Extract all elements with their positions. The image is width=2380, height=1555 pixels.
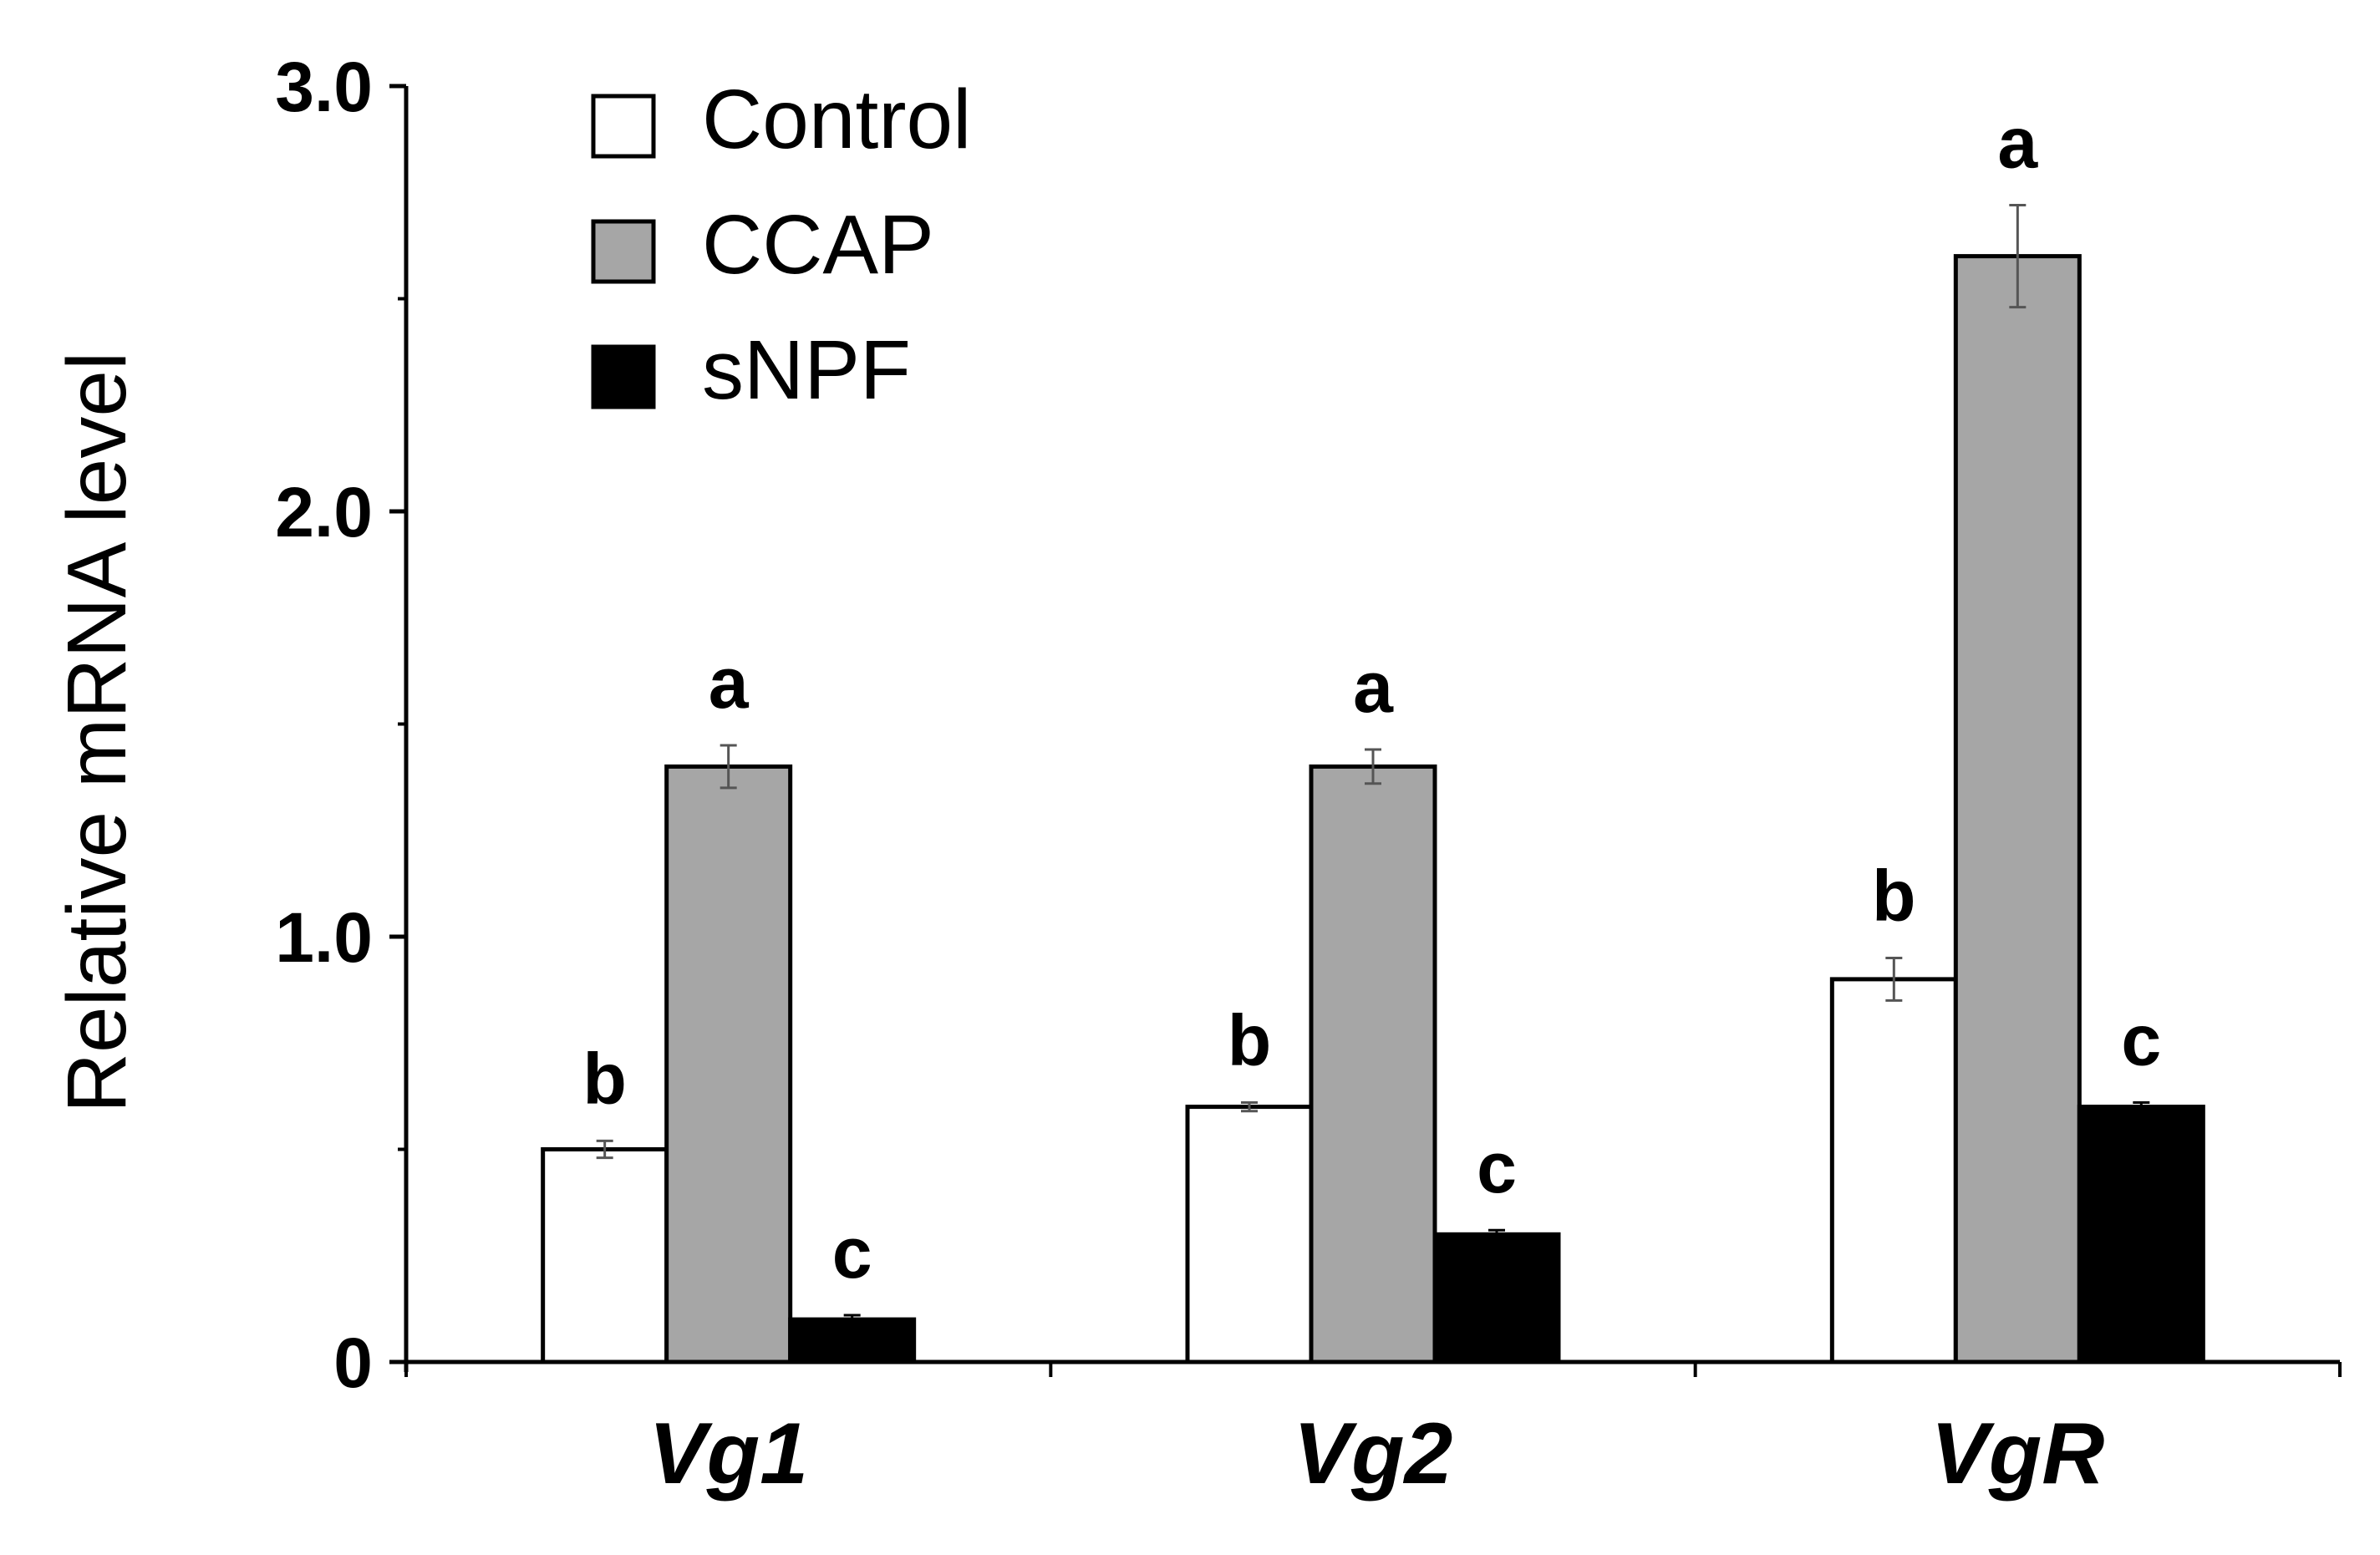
legend-swatch-snpf — [591, 344, 656, 409]
y-tick-label: 0 — [333, 1324, 373, 1402]
bar-ccap-vg1 — [664, 764, 793, 1364]
bars: b a c b a c b a c — [541, 104, 2205, 1364]
y-tick-label: 3.0 — [275, 48, 373, 126]
legend-swatch-ccap — [591, 219, 656, 284]
significance-letter: a — [709, 643, 750, 724]
x-category-label: Vg1 — [648, 1405, 808, 1502]
significance-letter: c — [2121, 1001, 2161, 1081]
bar-snpf-vg1 — [788, 1317, 917, 1364]
legend-label-snpf: sNPF — [702, 323, 911, 417]
y-tick-label: 2.0 — [275, 473, 373, 551]
bar-control-vgr — [1829, 977, 1958, 1364]
significance-letter: b — [1872, 856, 1916, 936]
x-category-label: VgR — [1930, 1405, 2104, 1502]
legend-label-control: Control — [702, 73, 971, 166]
significance-letter: c — [1477, 1128, 1517, 1208]
x-category-label: Vg2 — [1294, 1405, 1453, 1502]
axes: 0 1.0 2.0 3.0 Vg1 Vg2 VgR — [275, 48, 2342, 1502]
significance-letter: b — [582, 1039, 627, 1119]
significance-letter: c — [832, 1213, 872, 1293]
significance-letter: b — [1228, 1001, 1272, 1081]
bar-snpf-vg2 — [1432, 1232, 1561, 1364]
legend: Control CCAP sNPF — [591, 73, 971, 417]
bar-control-vg2 — [1185, 1105, 1314, 1364]
bar-ccap-vgr — [1953, 254, 2082, 1364]
significance-letter: a — [1997, 104, 2038, 184]
legend-label-ccap: CCAP — [702, 198, 934, 292]
bar-control-vg1 — [541, 1147, 669, 1364]
bar-ccap-vg2 — [1309, 764, 1437, 1364]
bar-snpf-vgr — [2077, 1105, 2205, 1364]
y-axis-label: Relative mRNA level — [50, 352, 144, 1113]
significance-letter: a — [1353, 648, 1394, 728]
y-tick-label: 1.0 — [275, 898, 373, 977]
legend-swatch-control — [591, 94, 656, 159]
